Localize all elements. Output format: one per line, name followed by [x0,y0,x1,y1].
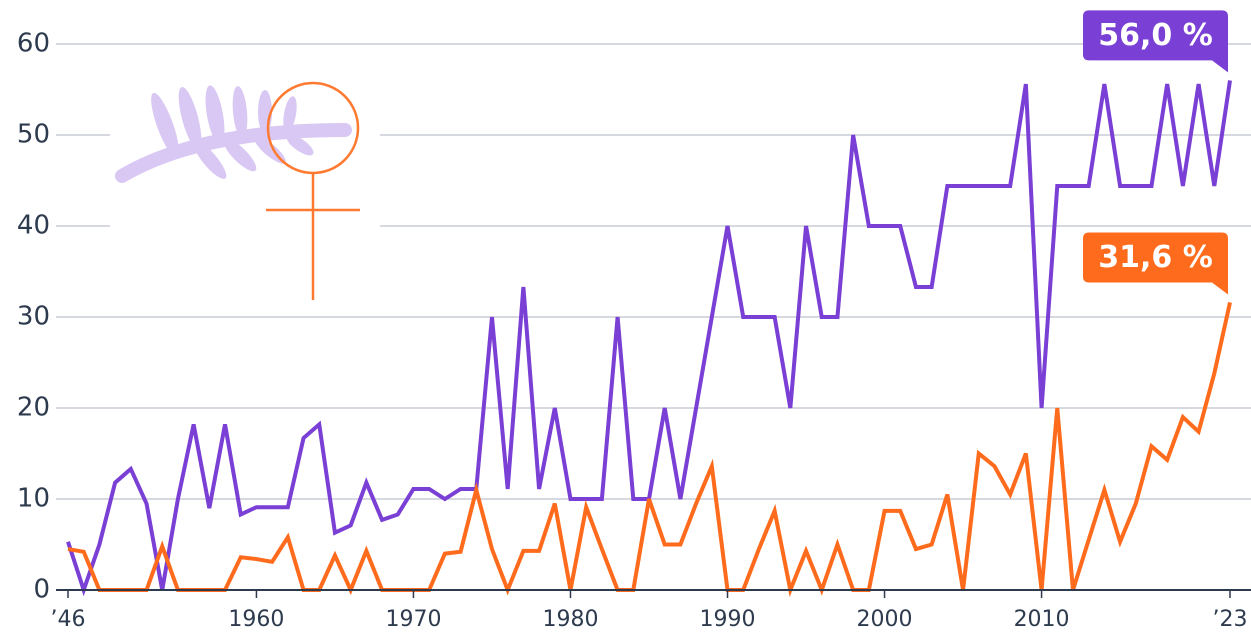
y-tick-label: 60 [17,29,50,59]
y-tick-label: 30 [17,302,50,332]
page: {"chart_data": {"type": "line", "categor… [0,0,1251,634]
y-tick-label: 0 [33,575,50,605]
x-tick-label: ’23 [1213,607,1248,632]
x-tick-label: 2010 [1014,607,1070,632]
x-tick-label: 2000 [857,607,913,632]
series-line [68,302,1230,590]
icon [110,80,380,310]
y-tick-label: 50 [17,120,50,150]
x-tick-label: 1970 [385,607,441,632]
x-tick-label: 1980 [542,607,598,632]
value-label: 31,6 % [1098,240,1213,275]
chart: 0 10 20 30 40 50 60 ’46 1960 1970 1980 1990 2000 2010… [0,0,1251,634]
value-label: 56,0 % [1098,18,1213,53]
y-tick-label: 20 [17,393,50,423]
x-tick-label: 1990 [700,607,756,632]
y-tick-label: 40 [17,211,50,241]
x-tick-label: ’46 [51,607,86,632]
y-tick-label: 10 [17,484,50,514]
x-tick-label: 1960 [228,607,284,632]
